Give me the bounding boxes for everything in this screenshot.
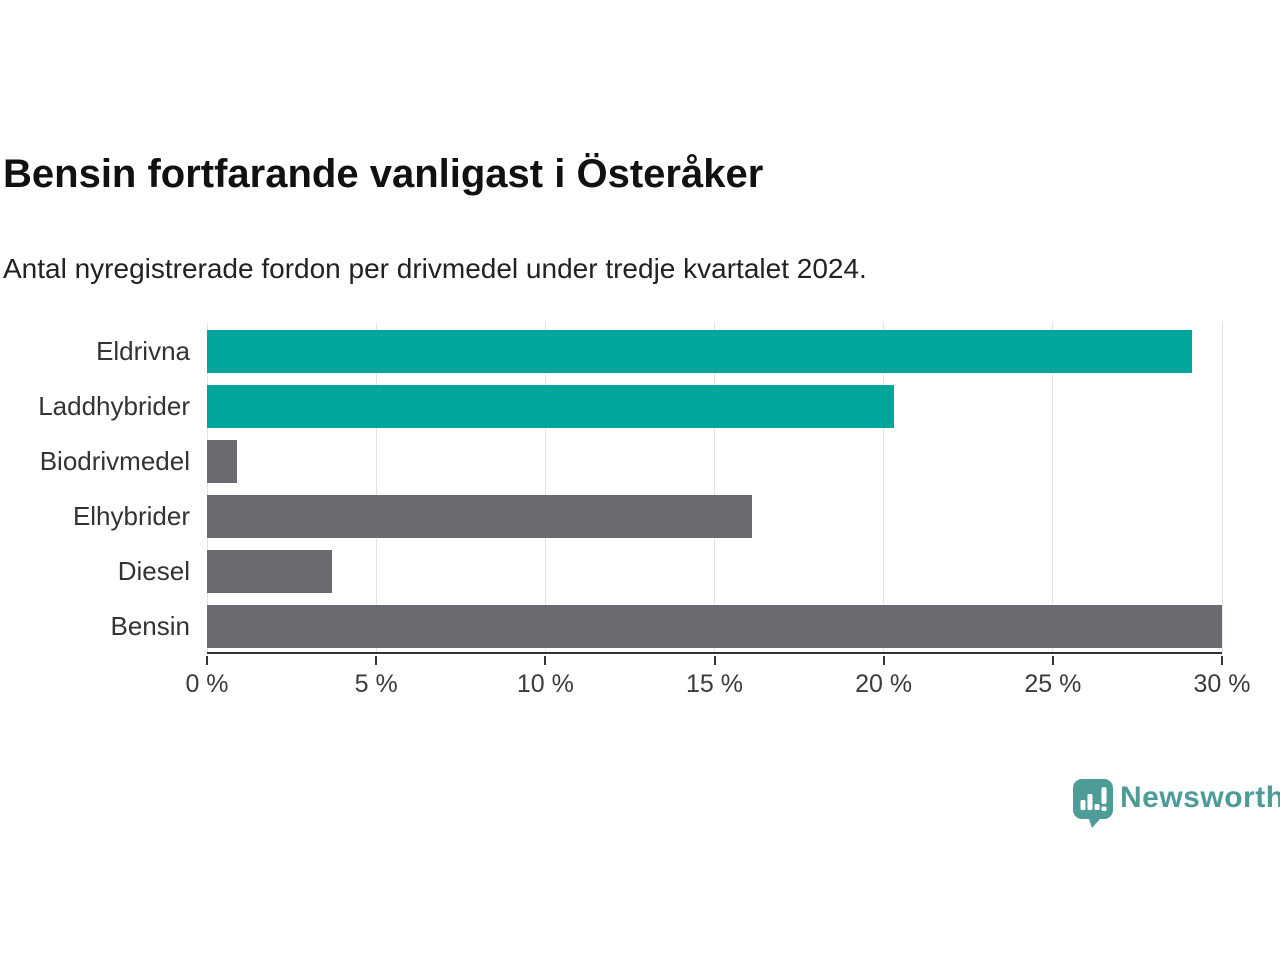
category-label: Bensin bbox=[110, 611, 191, 641]
gridline bbox=[206, 322, 208, 652]
x-axis-tick-label: 25 % bbox=[1024, 670, 1082, 698]
x-axis-tick-label: 10 % bbox=[516, 670, 574, 698]
x-axis-tick-label: 0 % bbox=[185, 670, 229, 698]
bar-elhybrider bbox=[207, 495, 752, 538]
category-label: Elhybrider bbox=[72, 501, 190, 531]
bar-laddhybrider bbox=[207, 385, 894, 428]
chart-title: Bensin fortfarande vanligast i Österåker bbox=[3, 152, 764, 196]
newsworthy-wordmark: Newsworthy bbox=[1120, 781, 1280, 814]
category-label: Eldrivna bbox=[96, 336, 190, 366]
category-label: Biodrivmedel bbox=[39, 446, 190, 476]
gridline bbox=[1221, 322, 1223, 652]
bar-eldrivna bbox=[207, 330, 1192, 373]
x-axis-tick bbox=[375, 656, 378, 665]
x-axis-tick-label: 5 % bbox=[354, 670, 398, 698]
bar-biodrivmedel bbox=[207, 440, 238, 483]
newsworthy-logo: Newsworthy bbox=[1072, 778, 1280, 828]
bar-diesel bbox=[207, 550, 333, 593]
gridline bbox=[1052, 322, 1054, 652]
x-axis-tick bbox=[544, 656, 547, 665]
x-axis-tick bbox=[713, 656, 716, 665]
x-axis-tick bbox=[1221, 656, 1223, 665]
x-axis-tick bbox=[882, 656, 885, 665]
chart-subtitle: Antal nyregistrerade fordon per drivmede… bbox=[3, 253, 867, 284]
plot-area bbox=[206, 322, 1223, 654]
gridline bbox=[714, 322, 715, 652]
speech-bubble-bar-chart-icon bbox=[1072, 778, 1114, 833]
category-label: Laddhybrider bbox=[38, 391, 190, 421]
x-axis-tick-label: 20 % bbox=[855, 670, 913, 698]
bar-chart: Eldrivna Laddhybrider Biodrivmedel Elhybrid… bbox=[0, 322, 1280, 712]
bar-bensin bbox=[207, 605, 1222, 648]
x-axis-tick bbox=[1051, 656, 1054, 665]
category-label: Diesel bbox=[117, 556, 190, 586]
gridline bbox=[375, 322, 377, 652]
x-axis-tick-label: 15 % bbox=[686, 670, 743, 698]
x-axis-tick-label: 30 % bbox=[1193, 670, 1251, 698]
gridline bbox=[544, 322, 546, 652]
gridline bbox=[883, 322, 885, 652]
x-axis-tick bbox=[206, 656, 208, 665]
